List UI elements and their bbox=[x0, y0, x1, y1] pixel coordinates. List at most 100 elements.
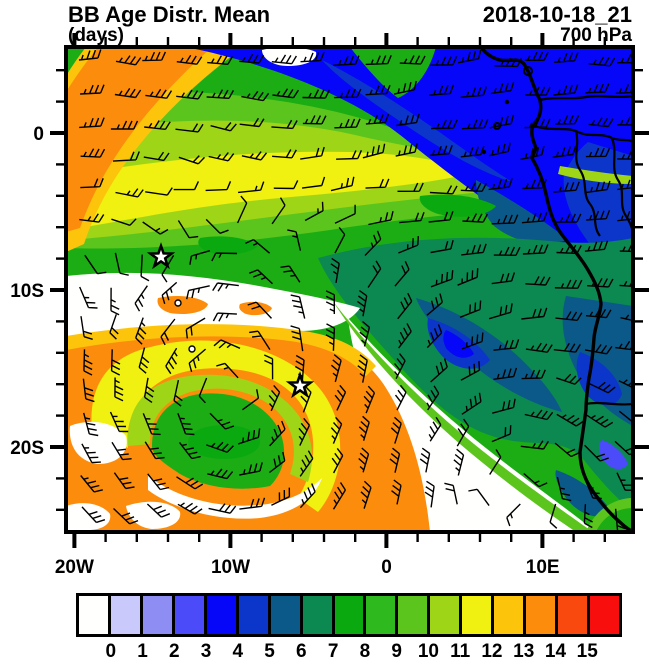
wind-barb bbox=[397, 182, 424, 192]
wind-barb bbox=[393, 80, 417, 95]
contour-map: 20W 10W 0 10E 0 10S 20S bbox=[10, 33, 649, 578]
wind-barb bbox=[185, 317, 206, 339]
wind-barb bbox=[493, 339, 520, 351]
wind-barb bbox=[617, 179, 633, 191]
wind-barb bbox=[271, 197, 286, 225]
wind-barb bbox=[213, 339, 241, 349]
region-teal-patch-1 bbox=[416, 298, 562, 412]
wind-barb bbox=[461, 243, 487, 256]
wind-barb bbox=[300, 385, 312, 413]
wind-barb bbox=[273, 180, 299, 190]
wind-barb bbox=[268, 384, 281, 412]
wind-barb bbox=[585, 147, 611, 158]
wind-barb bbox=[358, 415, 370, 441]
wind-barb bbox=[358, 447, 370, 473]
wind-barb bbox=[555, 311, 583, 321]
wind-barb bbox=[490, 81, 515, 95]
wind-barb bbox=[111, 441, 132, 461]
wind-barb bbox=[524, 409, 554, 421]
wind-barb bbox=[368, 211, 394, 226]
wind-barb bbox=[332, 55, 360, 66]
wind-barb bbox=[115, 188, 144, 198]
contour-layers bbox=[66, 47, 633, 532]
wind-barb bbox=[138, 347, 150, 374]
wind-barb bbox=[206, 441, 234, 453]
wind-barb bbox=[391, 479, 402, 505]
wind-barb bbox=[584, 344, 613, 355]
colorbar-cell-12 bbox=[459, 596, 492, 634]
wind-barb bbox=[79, 117, 105, 129]
map-canvas: 20W 10W 0 10E 0 10S 20S bbox=[10, 33, 649, 578]
wind-barb bbox=[239, 497, 266, 510]
wind-barb bbox=[173, 181, 200, 191]
wind-barb bbox=[208, 503, 237, 514]
wind-barb bbox=[552, 145, 577, 158]
wind-barb bbox=[177, 412, 195, 436]
wind-barb bbox=[83, 412, 99, 437]
wind-barb bbox=[488, 178, 513, 191]
wind-barb bbox=[585, 83, 610, 94]
colorbar-cell-3 bbox=[171, 596, 204, 634]
region-blue-core-1 bbox=[443, 330, 474, 358]
wind-barb bbox=[300, 146, 325, 160]
wind-barb bbox=[145, 88, 173, 99]
island-dot bbox=[504, 99, 510, 105]
wind-barb bbox=[364, 230, 382, 256]
colorbar-tick-label: 12 bbox=[481, 641, 503, 662]
wind-barb bbox=[280, 265, 301, 283]
wind-barb bbox=[205, 218, 229, 234]
wind-barb bbox=[429, 84, 455, 96]
wind-barb bbox=[239, 53, 265, 64]
wind-barb bbox=[460, 182, 487, 192]
region-orange-speck-b bbox=[239, 301, 272, 316]
wind-barb bbox=[325, 323, 336, 351]
colorbar-cell-14 bbox=[523, 596, 556, 634]
region-yellow-tongue bbox=[66, 151, 478, 230]
wind-barb bbox=[429, 144, 453, 156]
wind-barb bbox=[394, 353, 406, 380]
wind-barb bbox=[146, 503, 171, 518]
colorbar-tick-label: 1 bbox=[137, 641, 148, 662]
wind-barb bbox=[268, 451, 286, 474]
wind-barb bbox=[80, 178, 104, 189]
wind-barb bbox=[360, 480, 372, 509]
wind-barb bbox=[492, 398, 516, 414]
wind-barb bbox=[147, 473, 170, 491]
colorbar-tick-label: 6 bbox=[296, 641, 307, 662]
wind-barb bbox=[247, 301, 273, 319]
wind-barb bbox=[525, 276, 551, 286]
wind-barb bbox=[426, 385, 440, 411]
wind-barb bbox=[299, 483, 316, 509]
colorbar-tick-label: 14 bbox=[544, 641, 567, 662]
wind-barb bbox=[142, 413, 161, 436]
wind-barb bbox=[264, 354, 274, 380]
wind-barb bbox=[160, 318, 176, 346]
wind-barb bbox=[81, 506, 106, 524]
wind-barb bbox=[428, 416, 442, 442]
wind-barb bbox=[206, 89, 235, 99]
y-axis-label: 0 bbox=[33, 124, 44, 145]
country-border bbox=[533, 124, 633, 143]
wind-barb bbox=[110, 287, 120, 316]
wind-barb bbox=[175, 123, 204, 133]
wind-barb bbox=[453, 448, 465, 476]
y-axis-label: 20S bbox=[10, 438, 44, 459]
region-white-arc-below-core bbox=[148, 476, 322, 519]
wind-barb bbox=[426, 293, 443, 316]
wind-barb bbox=[365, 178, 390, 189]
wind-barb bbox=[208, 152, 235, 162]
wind-barb bbox=[520, 440, 549, 450]
country-border bbox=[610, 137, 633, 233]
region-teal-coast-bottom bbox=[555, 470, 612, 517]
wind-barb bbox=[426, 324, 443, 349]
wind-barb bbox=[359, 320, 371, 347]
colorbar-cell-2 bbox=[139, 596, 172, 634]
wind-barb bbox=[186, 285, 210, 300]
wind-barb bbox=[430, 119, 458, 130]
wind-barb bbox=[553, 342, 581, 353]
wind-barb bbox=[556, 476, 572, 502]
wind-barb bbox=[584, 180, 611, 194]
wind-barb bbox=[113, 472, 135, 490]
wind-barb bbox=[428, 211, 454, 223]
wind-barb bbox=[619, 279, 633, 288]
